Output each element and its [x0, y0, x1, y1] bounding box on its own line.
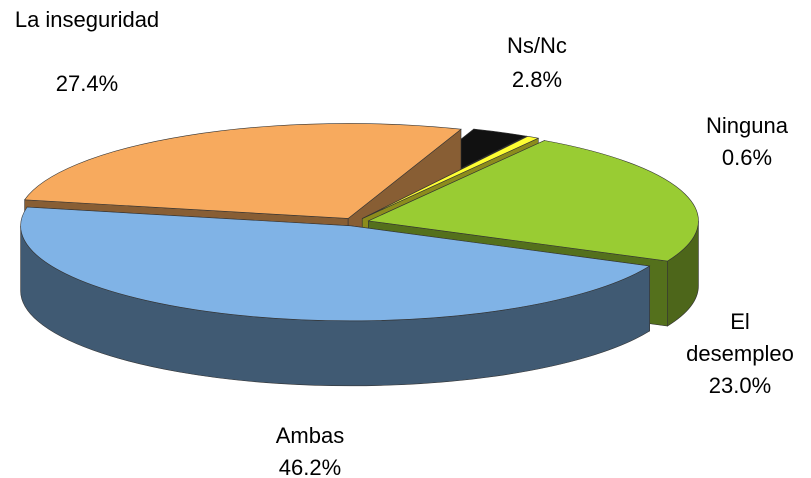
value-label: 0.6% — [721, 145, 773, 170]
slice-top — [362, 136, 540, 219]
slice-label: La inseguridad — [14, 7, 160, 32]
slice-top — [367, 140, 699, 262]
value-label: 27.4% — [55, 71, 119, 96]
value-label: 46.2% — [278, 455, 342, 478]
value-label: 23.0% — [708, 373, 772, 398]
slice-top — [20, 206, 651, 322]
slice-label: El desempleo — [686, 309, 794, 366]
slice-label: Ns/Nc — [507, 33, 567, 58]
slice-label: Ninguna — [706, 113, 788, 138]
slice-label: Ambas — [275, 423, 345, 448]
slice-top — [24, 123, 462, 219]
slice — [20, 206, 651, 387]
value-label: 2.8% — [511, 67, 563, 92]
